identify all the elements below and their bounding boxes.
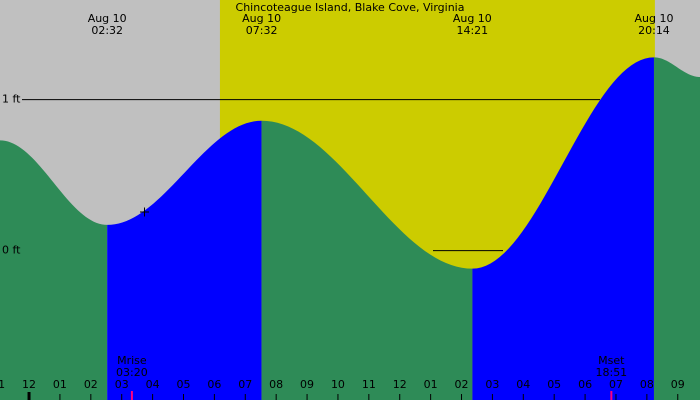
extreme-time: 07:32 (246, 24, 278, 37)
extreme-time: 20:14 (638, 24, 670, 37)
x-tick-label: 01 (424, 378, 438, 391)
moon-event-time: 18:51 (595, 366, 627, 379)
x-tick-label: 02 (84, 378, 98, 391)
cursor-cross (140, 207, 149, 217)
moon-event-time: 03:20 (116, 366, 148, 379)
x-tick-label: 02 (455, 378, 469, 391)
x-tick-label: 03 (485, 378, 499, 391)
x-tick-label: 09 (300, 378, 314, 391)
x-tick-label: 06 (207, 378, 221, 391)
extreme-date: Aug 10 (242, 12, 281, 25)
moon-event-name: Mset (598, 354, 625, 367)
extreme-date: Aug 10 (453, 12, 492, 25)
x-tick-label: 01 (53, 378, 67, 391)
x-tick-label: 04 (146, 378, 160, 391)
x-tick-label: 10 (331, 378, 345, 391)
x-tick-label: 11 (0, 378, 5, 391)
x-tick-label: 12 (393, 378, 407, 391)
extreme-date: Aug 10 (88, 12, 127, 25)
falling-tide (653, 57, 700, 400)
moon-event-name: Mrise (117, 354, 147, 367)
x-tick-label: 05 (176, 378, 190, 391)
x-tick-label: 07 (609, 378, 623, 391)
extreme-time: 02:32 (91, 24, 123, 37)
falling-tide (0, 140, 108, 400)
extreme-time: 14:21 (456, 24, 488, 37)
chart-title: Chincoteague Island, Blake Cove, Virgini… (236, 1, 465, 14)
x-tick-label: 06 (578, 378, 592, 391)
x-tick-label: 09 (671, 378, 685, 391)
x-tick-label: 04 (516, 378, 530, 391)
rising-tide (107, 120, 262, 400)
y-tick-label: 0 ft (2, 244, 21, 257)
rising-tide (472, 57, 654, 400)
x-tick-label: 05 (547, 378, 561, 391)
x-tick-label: 12 (22, 378, 36, 391)
x-tick-label: 11 (362, 378, 376, 391)
x-tick-label: 08 (640, 378, 654, 391)
x-tick-label: 08 (269, 378, 283, 391)
y-tick-label: 1 ft (2, 93, 21, 106)
x-tick-label: 03 (115, 378, 129, 391)
x-tick-label: 07 (238, 378, 252, 391)
falling-tide (261, 120, 473, 400)
extreme-date: Aug 10 (634, 12, 673, 25)
